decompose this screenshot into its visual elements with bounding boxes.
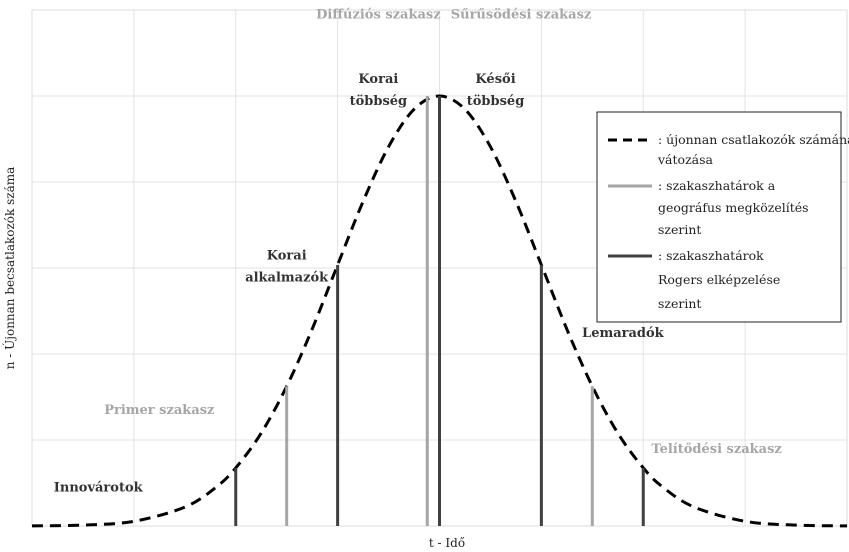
x-axis-label: t - Idő	[429, 536, 465, 550]
legend-entry-curve: : újonnan csatlakozók számának vátozása	[657, 132, 849, 167]
phase-label: Diffúziós szakasz	[316, 8, 440, 23]
phase-label: Primer szakasz	[104, 403, 214, 418]
phase-label: Sűrűsödési szakasz	[451, 8, 592, 23]
annotations: Innovárotok Korai alkalmazók Korai többség Ké…	[54, 8, 782, 496]
stage-label: Korai alkalmazók	[245, 248, 329, 285]
legend-box	[596, 111, 842, 323]
phase-label: Telítődési szakasz	[651, 442, 781, 457]
legend: : újonnan csatlakozók számának vátozása …	[596, 111, 849, 323]
stage-label: Korai többség	[350, 72, 408, 109]
stage-label: Késői többség	[467, 72, 525, 109]
boundary-lines	[234, 96, 645, 526]
y-axis-label: n - Újonnan becsatlakozók száma	[1, 167, 17, 370]
legend-entry-rogers: : szakaszhatárok Rogers elképzelése szer…	[658, 248, 784, 311]
legend-entry-geographer: : szakaszhatárok a geográfus megközelíté…	[658, 178, 813, 237]
stage-label: Innovárotok	[54, 481, 144, 496]
stage-label: Lemaradók	[582, 326, 665, 341]
